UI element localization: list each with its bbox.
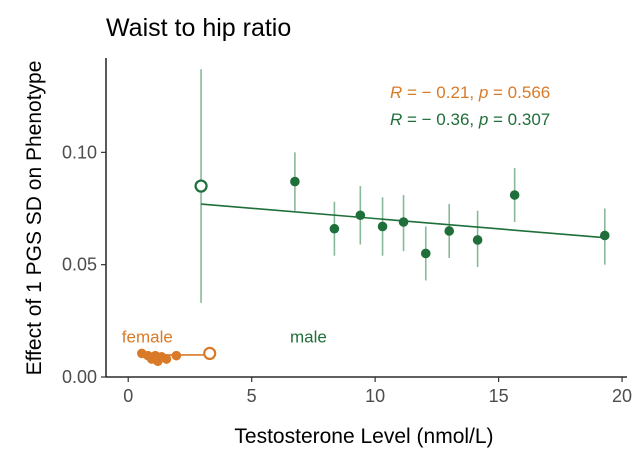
chart-title: Waist to hip ratio xyxy=(106,14,291,42)
x-axis-title: Testosterone Level (nmol/L) xyxy=(234,425,493,448)
male-correlation-label: R = − 0.36, p = 0.307 xyxy=(390,110,550,129)
x-tick-label: 0 xyxy=(123,386,133,406)
data-point xyxy=(420,248,431,259)
x-tick-label: 15 xyxy=(489,386,509,406)
y-axis: 0.00 0.05 0.10 xyxy=(62,58,107,387)
series-female xyxy=(137,346,217,367)
x-tick-label: 5 xyxy=(247,386,257,406)
female-group-label: female xyxy=(122,328,173,347)
male-group-label: male xyxy=(290,328,327,347)
data-point xyxy=(444,226,455,236)
plot-area xyxy=(137,69,610,367)
x-axis: 0 5 10 15 20 xyxy=(106,376,632,406)
y-tick-label: 0.05 xyxy=(62,255,97,275)
correlation-annotations: R = − 0.21, p = 0.566 R = − 0.36, p = 0.… xyxy=(390,83,550,129)
data-point xyxy=(329,223,340,234)
female-correlation-label: R = − 0.21, p = 0.566 xyxy=(390,83,550,102)
data-point-open xyxy=(194,179,208,193)
x-tick-label: 10 xyxy=(365,386,385,406)
x-tick-label: 20 xyxy=(612,386,632,406)
data-point xyxy=(377,221,388,232)
data-point-open xyxy=(203,346,217,361)
data-point xyxy=(599,230,610,241)
y-tick-label: 0.10 xyxy=(62,142,97,162)
series-male xyxy=(194,69,610,303)
data-point xyxy=(171,350,182,361)
y-tick-label: 0.00 xyxy=(62,367,97,387)
data-point xyxy=(355,210,366,221)
data-point xyxy=(398,217,409,227)
data-point xyxy=(472,235,483,245)
data-point xyxy=(161,354,172,364)
data-point xyxy=(290,176,300,187)
y-axis-title: Effect of 1 PGS SD on Phenotype xyxy=(23,61,46,376)
data-point xyxy=(509,190,520,200)
